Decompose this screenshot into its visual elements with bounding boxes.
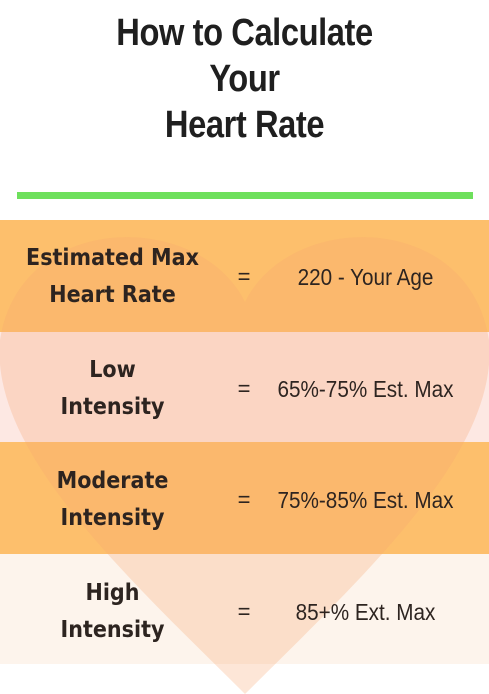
page-title: How to Calculate Your Heart Rate xyxy=(34,10,455,148)
equals-sign: = xyxy=(237,376,251,401)
row-background-2 xyxy=(0,332,489,442)
row-label: Moderate Intensity xyxy=(11,463,214,537)
equals-sign: = xyxy=(237,599,251,624)
heart-rate-table: Estimated Max Heart Rate = 220 - Your Ag… xyxy=(0,220,489,694)
row-label-line-2: Heart Rate xyxy=(49,282,176,308)
row-label-line-1: Estimated Max xyxy=(26,245,199,271)
row-label-line-2: Intensity xyxy=(60,617,165,643)
row-value: 75%-85% Est. Max xyxy=(277,487,454,513)
title-line-3: Heart Rate xyxy=(164,104,325,146)
green-divider xyxy=(17,192,473,199)
row-background-1 xyxy=(0,220,489,332)
row-value: 65%-75% Est. Max xyxy=(277,376,454,402)
title-line-2: Your xyxy=(209,58,280,100)
title-line-1: How to Calculate xyxy=(116,12,373,54)
row-background-3 xyxy=(0,442,489,554)
row-label-line-1: High xyxy=(85,580,140,606)
row-value: 220 - Your Age xyxy=(297,264,434,290)
row-label-line-1: Low xyxy=(89,357,136,383)
row-label: Estimated Max Heart Rate xyxy=(11,240,214,314)
row-background-4 xyxy=(0,554,489,664)
row-label-line-2: Intensity xyxy=(60,505,165,531)
equals-sign: = xyxy=(237,487,251,512)
row-label: High Intensity xyxy=(11,575,214,649)
row-label-line-1: Moderate xyxy=(56,468,169,494)
row-label: Low Intensity xyxy=(11,352,214,426)
equals-sign: = xyxy=(237,264,251,289)
row-value: 85+% Ext. Max xyxy=(295,599,436,625)
row-label-line-2: Intensity xyxy=(60,394,165,420)
